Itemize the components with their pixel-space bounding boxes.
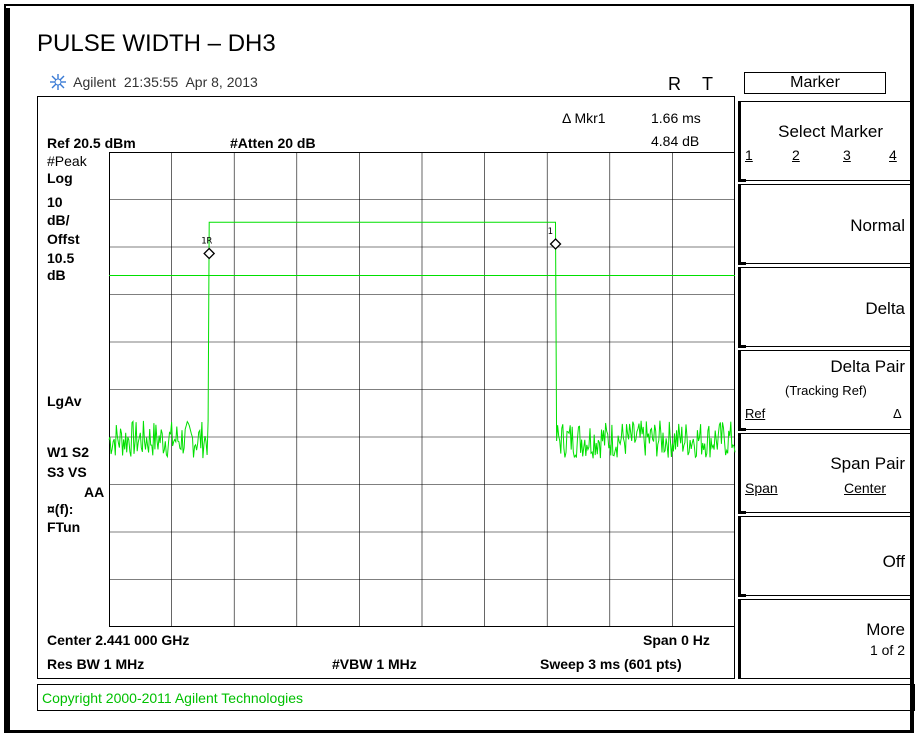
select-marker-label: Select Marker	[778, 122, 883, 141]
sun-burst-icon	[50, 74, 66, 90]
softkey-edge-tick	[738, 179, 746, 182]
softkey-edge	[738, 102, 741, 180]
softkey-edge	[738, 434, 741, 512]
marker-option-3[interactable]: 3	[843, 147, 851, 163]
span-pair-label: Span Pair	[830, 454, 905, 473]
ref-level: Ref 20.5 dBm	[47, 135, 136, 151]
w1s2-label: W1 S2	[47, 444, 90, 460]
res-bw: Res BW 1 MHz	[47, 656, 145, 672]
trace-line	[108, 221, 736, 459]
scale-line-2: dB/	[47, 212, 70, 228]
status-time: 21:35:55	[123, 74, 179, 90]
select-marker-softkey[interactable]: Select Marker 1 2 3 4	[738, 101, 914, 182]
average-label: LgAv	[47, 393, 82, 409]
softkey-edge	[738, 351, 741, 429]
softkey-edge	[738, 268, 741, 346]
normal-softkey[interactable]: Normal	[738, 184, 914, 265]
softkey-edge-tick	[738, 345, 746, 348]
scale-line-1: 10	[47, 194, 63, 210]
softkey-edge-tick	[738, 428, 746, 431]
marker-group	[203, 238, 562, 260]
status-line: Agilent 21:35:55 Apr 8, 2013	[50, 74, 262, 90]
s3vs-label: S3 VS	[47, 464, 87, 480]
off-softkey[interactable]: Off	[738, 516, 914, 597]
vbw: #VBW 1 MHz	[332, 656, 417, 672]
marker-1r-label: 1R	[201, 237, 212, 247]
status-t: T	[702, 74, 713, 94]
softkey-edge	[738, 185, 741, 263]
scale-line-4: 10.5	[47, 250, 75, 266]
marker-readout-amplitude: 4.84 dB	[651, 133, 700, 149]
softkey-edge-tick	[738, 262, 746, 265]
ftun-symbol: ¤(f):	[47, 501, 74, 517]
marker-readout-time: 1.66 ms	[651, 110, 701, 126]
detector-label: #Peak	[47, 153, 87, 169]
copyright-bar	[37, 684, 915, 711]
delta-softkey[interactable]: Delta	[738, 267, 914, 348]
marker-option-1[interactable]: 1	[745, 147, 753, 163]
graticule	[109, 152, 735, 627]
page-title: PULSE WIDTH – DH3	[37, 30, 276, 57]
delta-symbol[interactable]: Δ	[893, 406, 902, 421]
status-date: Apr 8, 2013	[185, 74, 258, 90]
sweep-time: Sweep 3 ms (601 pts)	[540, 656, 682, 672]
center-frequency: Center 2.441 000 GHz	[47, 632, 190, 648]
marker-1-label: 1	[548, 227, 553, 237]
span-pair-softkey[interactable]: Span Pair Span Center	[738, 433, 914, 514]
status-r: R	[668, 74, 681, 94]
ftun-label: FTun	[47, 519, 81, 535]
span-pair-center[interactable]: Center	[844, 480, 887, 496]
more-label: More	[866, 620, 905, 639]
scale-line-0: Log	[47, 170, 73, 186]
marker-option-4[interactable]: 4	[889, 147, 897, 163]
attenuation: #Atten 20 dB	[230, 135, 316, 151]
delta-pair-softkey[interactable]: Delta Pair (Tracking Ref) Ref Δ	[738, 350, 914, 431]
aa-label: AA	[84, 484, 105, 500]
scale-line-5: dB	[47, 267, 66, 283]
delta-label: Delta	[865, 299, 905, 318]
softkey-menu-title: Marker	[744, 72, 886, 94]
delta-pair-sub: (Tracking Ref)	[785, 383, 867, 398]
copyright-text: Copyright 2000-2011 Agilent Technologies	[42, 690, 304, 706]
span-pair-span[interactable]: Span	[745, 480, 778, 496]
softkey-edge-tick	[738, 594, 746, 597]
span-value: Span 0 Hz	[643, 632, 710, 648]
more-page: 1 of 2	[869, 642, 905, 658]
marker-readout-label: Δ Mkr1	[562, 110, 606, 126]
off-label: Off	[882, 552, 905, 571]
left-border-bar	[6, 8, 10, 730]
softkey-edge	[738, 600, 741, 678]
softkey-edge-tick	[738, 511, 746, 514]
delta-pair-label: Delta Pair	[830, 357, 905, 376]
brand-label: Agilent	[73, 74, 116, 90]
delta-pair-ref[interactable]: Ref	[745, 406, 766, 421]
normal-label: Normal	[850, 216, 905, 235]
marker-option-2[interactable]: 2	[792, 147, 800, 163]
marker-diamond-1	[549, 238, 562, 250]
outer-frame	[4, 4, 914, 733]
softkey-edge	[738, 517, 741, 595]
more-softkey[interactable]: More 1 of 2	[738, 599, 914, 679]
marker-diamond-1r	[203, 247, 216, 260]
scale-line-3: Offst	[47, 231, 80, 247]
